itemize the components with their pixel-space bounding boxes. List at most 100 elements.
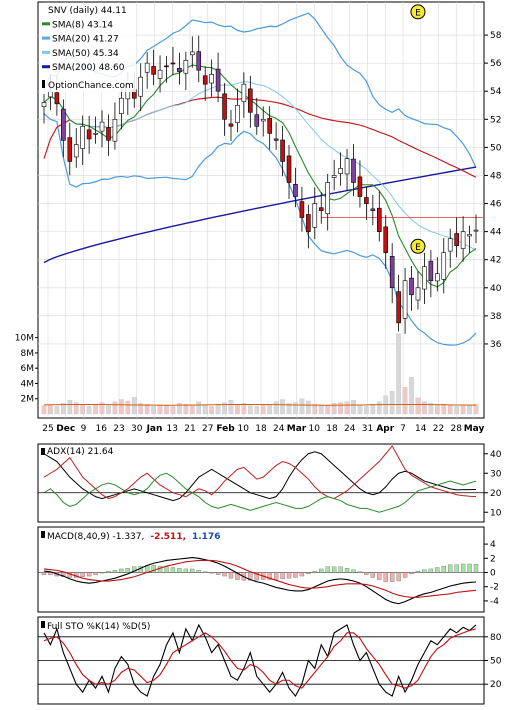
volume-bar xyxy=(170,406,176,415)
x-tick-label: May xyxy=(464,424,485,434)
candle-body xyxy=(215,68,221,92)
volume-tick-label: 2M xyxy=(21,395,35,405)
volume-bar xyxy=(189,404,195,415)
candle-body xyxy=(460,231,466,249)
macd-histogram-bar xyxy=(409,572,414,575)
price-tick-label: 42 xyxy=(490,256,501,266)
volume-bar xyxy=(235,404,240,415)
x-tick-label: 10 xyxy=(238,424,250,434)
macd-histogram-bar xyxy=(222,572,227,577)
candle-body xyxy=(325,182,331,215)
macd-histogram-bar xyxy=(448,564,453,573)
volume-bar xyxy=(280,399,285,415)
volume-bar xyxy=(376,401,382,415)
macd-histogram-bar xyxy=(248,572,253,581)
volume-bar xyxy=(222,402,227,415)
x-tick-label: 13 xyxy=(167,424,178,434)
macd-histogram-bar xyxy=(286,572,292,579)
volume-bar xyxy=(202,405,208,415)
macd-histogram-bar xyxy=(383,572,388,582)
macd-histogram-bar xyxy=(357,571,363,573)
sto-series-line-1 xyxy=(43,628,477,689)
volume-bar xyxy=(273,401,279,415)
legend-entry: SMA(20) 41.27 xyxy=(52,35,119,45)
volume-bar xyxy=(54,406,60,415)
candle-body xyxy=(441,252,447,280)
volume-bar xyxy=(422,401,427,415)
candle-body xyxy=(80,126,85,149)
volume-bar xyxy=(473,403,479,415)
candle-body xyxy=(396,291,401,324)
volume-bar xyxy=(325,405,331,415)
adx-title: ADX(14) 21.64 xyxy=(47,447,114,457)
volume-bar xyxy=(338,402,343,415)
candle-body xyxy=(454,233,459,246)
macd-histogram-bar xyxy=(112,570,118,573)
candle-body xyxy=(138,76,144,97)
volume-bar xyxy=(254,406,260,415)
macd-histogram-bar xyxy=(364,572,369,575)
macd-histogram-bar xyxy=(235,572,240,580)
x-tick-label: 22 xyxy=(433,424,444,434)
candle-body xyxy=(318,207,324,211)
macd-histogram-bar xyxy=(473,564,479,573)
macd-title-part: -2.511, xyxy=(150,532,186,542)
x-tick-label: Dec xyxy=(56,424,75,434)
candle-body xyxy=(357,176,363,197)
macd-histogram-bar xyxy=(377,572,382,580)
macd-tick-label: -4 xyxy=(490,597,499,607)
volume-bar xyxy=(80,404,86,415)
candle-body xyxy=(99,121,105,132)
candle-body xyxy=(61,108,66,141)
adx-series-line-2 xyxy=(43,472,477,513)
volume-bar xyxy=(196,401,202,415)
volume-bar xyxy=(125,400,131,415)
macd-histogram-bar xyxy=(299,572,305,577)
macd-histogram-bar xyxy=(273,572,279,580)
volume-bar xyxy=(144,403,150,415)
macd-histogram-bar xyxy=(325,566,330,573)
x-tick-label: 24 xyxy=(273,424,285,434)
candle-body xyxy=(299,201,305,218)
macd-histogram-bar xyxy=(170,567,176,573)
candle-body xyxy=(177,67,182,72)
sto-series-line-0 xyxy=(43,623,477,698)
legend-entry: SMA(8) 43.14 xyxy=(52,20,113,30)
candle-body xyxy=(157,69,163,79)
macd-histogram-bar xyxy=(390,572,395,582)
candle-body xyxy=(286,155,292,183)
macd-histogram-bar xyxy=(99,572,105,574)
macd-tick-label: 2 xyxy=(490,554,496,564)
volume-bar xyxy=(312,403,318,415)
macd-histogram-bar xyxy=(61,572,66,577)
candle-body xyxy=(428,260,434,282)
volume-bar xyxy=(454,406,460,415)
candle-body xyxy=(151,66,156,75)
adx-series-line-0 xyxy=(43,451,477,502)
volume-bar xyxy=(67,400,73,415)
candle-body xyxy=(222,93,227,120)
candle-body xyxy=(67,137,73,162)
price-tick-label: 44 xyxy=(490,228,502,238)
candle-body xyxy=(422,266,427,290)
price-legend: SNV (daily) 44.11 SMA(8) 43.14 SMA(20) 41.… xyxy=(40,4,136,92)
macd-histogram-bar xyxy=(80,572,85,577)
sto-tick-label: 20 xyxy=(490,680,502,690)
legend-entry: SMA(50) 45.34 xyxy=(52,49,119,59)
volume-bar xyxy=(402,387,408,415)
x-tick-label: 31 xyxy=(362,424,373,434)
macd-tick-label: 0 xyxy=(490,569,496,579)
candle-body xyxy=(144,62,150,73)
volume-bar xyxy=(138,403,144,415)
macd-histogram-bar xyxy=(86,572,92,577)
macd-series-line-1 xyxy=(43,559,477,598)
volume-bar xyxy=(299,398,305,415)
candle-body xyxy=(48,90,53,98)
candle-body xyxy=(260,119,266,122)
macd-histogram-bar xyxy=(93,572,98,575)
macd-tick-label: 4 xyxy=(490,540,496,550)
volume-bar xyxy=(41,405,47,415)
adx-tick-label: 30 xyxy=(490,469,502,479)
macd-histogram-bar xyxy=(428,568,434,573)
